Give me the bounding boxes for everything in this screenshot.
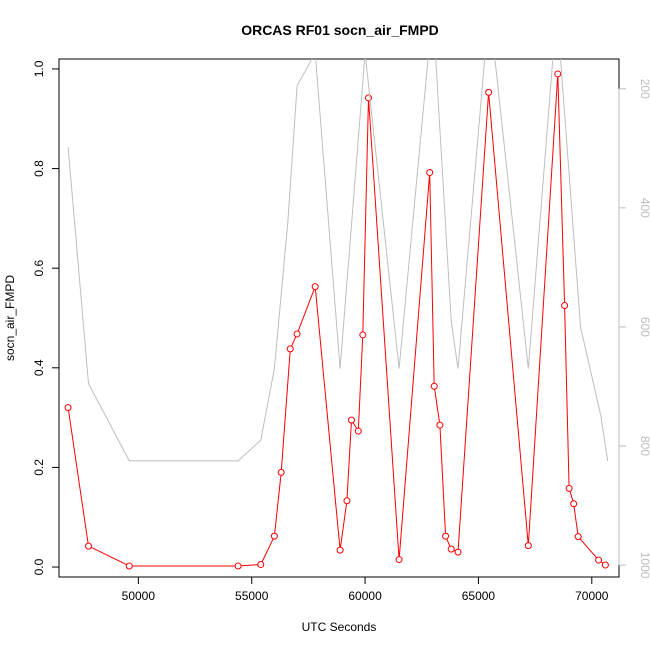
y-tick-label: 0.4 [32,359,46,376]
x-axis: 50000 55000 60000 65000 70000 [122,576,609,603]
data-point [125,562,133,570]
data-point [64,404,72,412]
x-tick-label: 60000 [348,589,382,603]
secondary-y-tick-label: 1000 [638,552,650,579]
x-tick-label: 65000 [462,589,496,603]
data-point [84,542,92,550]
data-point [343,497,351,505]
secondary-y-tick-label: 800 [638,436,650,456]
pressure-series [67,59,609,462]
secondary-y-axis: 200 400 600 800 1000 [618,79,650,579]
chart-title: ORCAS RF01 socn_air_FMPD [241,22,439,38]
x-tick-label: 55000 [235,589,269,603]
y-tick-label: 0.2 [32,459,46,476]
x-tick-label: 50000 [122,589,156,603]
data-point [293,330,301,338]
data-point [565,484,573,492]
x-tick-label: 70000 [575,589,609,603]
secondary-y-tick-label: 600 [638,317,650,337]
data-point [454,548,462,556]
fmpd-series [64,70,609,570]
data-point [336,546,344,554]
data-point [485,88,493,96]
data-point [234,562,242,570]
data-point [570,500,578,508]
y-tick-label: 0.0 [32,558,46,575]
data-point [574,533,582,541]
y-tick-label: 0.8 [32,160,46,177]
data-point [257,561,265,569]
data-point [601,561,609,569]
data-point [595,556,603,564]
y-tick-label: 0.6 [32,260,46,277]
data-point [354,427,362,435]
series-line [67,59,609,462]
plot-frame [58,58,620,578]
data-point [311,283,319,291]
secondary-y-tick-label: 200 [638,79,650,99]
data-point [426,169,434,177]
data-point [442,532,450,540]
secondary-y-tick-label: 400 [638,198,650,218]
data-point [447,545,455,553]
data-point [286,345,294,353]
data-point [524,542,532,550]
data-point [270,532,278,540]
series-line [67,73,606,567]
y-axis-label: socn_air_FMPD [3,275,17,361]
y-axis: 0.0 0.2 0.4 0.6 0.8 1.0 [32,60,60,575]
data-point [347,416,355,424]
data-point [436,421,444,429]
data-point [395,556,403,564]
data-point [430,382,438,390]
data-point [561,302,569,310]
data-point [554,70,562,78]
y-tick-label: 1.0 [32,60,46,77]
data-point [277,468,285,476]
x-axis-label: UTC Seconds [302,620,377,634]
data-point [359,331,367,339]
series-layer [64,59,609,570]
